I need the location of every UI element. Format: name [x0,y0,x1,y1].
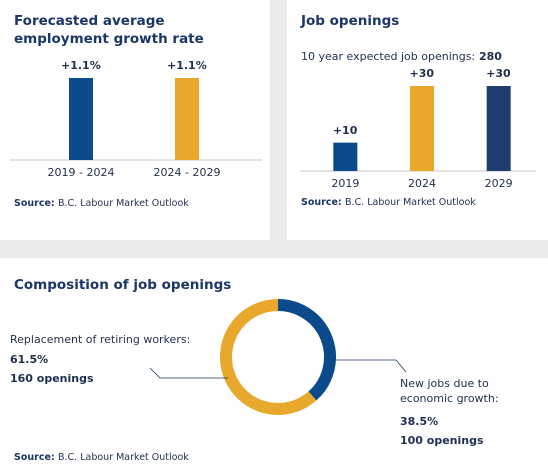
source: B.C. Labour Market Outlook [58,198,189,209]
source-label: Source: [301,197,342,208]
bar [486,86,511,171]
bar [69,78,93,160]
value-label: +1.1% [167,59,207,72]
subtitle: 10 year expected job openings: [301,50,476,63]
slice-count: 100 openings [400,434,484,447]
bar [410,86,434,171]
donut-slice [277,299,336,401]
source-label: Source: [14,198,55,209]
panel [0,258,548,470]
chart-title: Composition of job openings [14,277,232,293]
chart-title: Forecasted average employment growth rat… [14,13,204,48]
x-tick-label: 2029 [484,177,513,190]
slice-percent: 61.5% [10,353,49,366]
x-tick-label: 2024 [408,177,436,190]
panel [0,0,270,240]
value-label: +30 [409,67,435,80]
slice-name: New jobs due to economic growth: [400,377,499,405]
x-tick-label: 2019 [331,177,360,190]
bar [333,142,358,171]
donut-slice [220,299,317,415]
value-label: +1.1% [61,59,101,72]
slice-count: 160 openings [10,372,94,385]
source: B.C. Labour Market Outlook [58,452,189,463]
slice-percent: 38.5% [400,415,439,428]
source: B.C. Labour Market Outlook [345,197,476,208]
slice-name: Replacement of retiring workers: [10,333,191,346]
leader-line [332,359,407,373]
value-label: +10 [332,123,358,137]
total: 280 [479,50,502,63]
chart-title: Job openings [301,13,400,29]
x-tick-label: 2019 - 2024 [47,166,115,179]
leader-line [149,367,228,379]
source-label: Source: [14,452,55,463]
x-tick-label: 2024 - 2029 [153,166,221,179]
value-label: +30 [486,67,511,80]
bar [175,78,199,160]
